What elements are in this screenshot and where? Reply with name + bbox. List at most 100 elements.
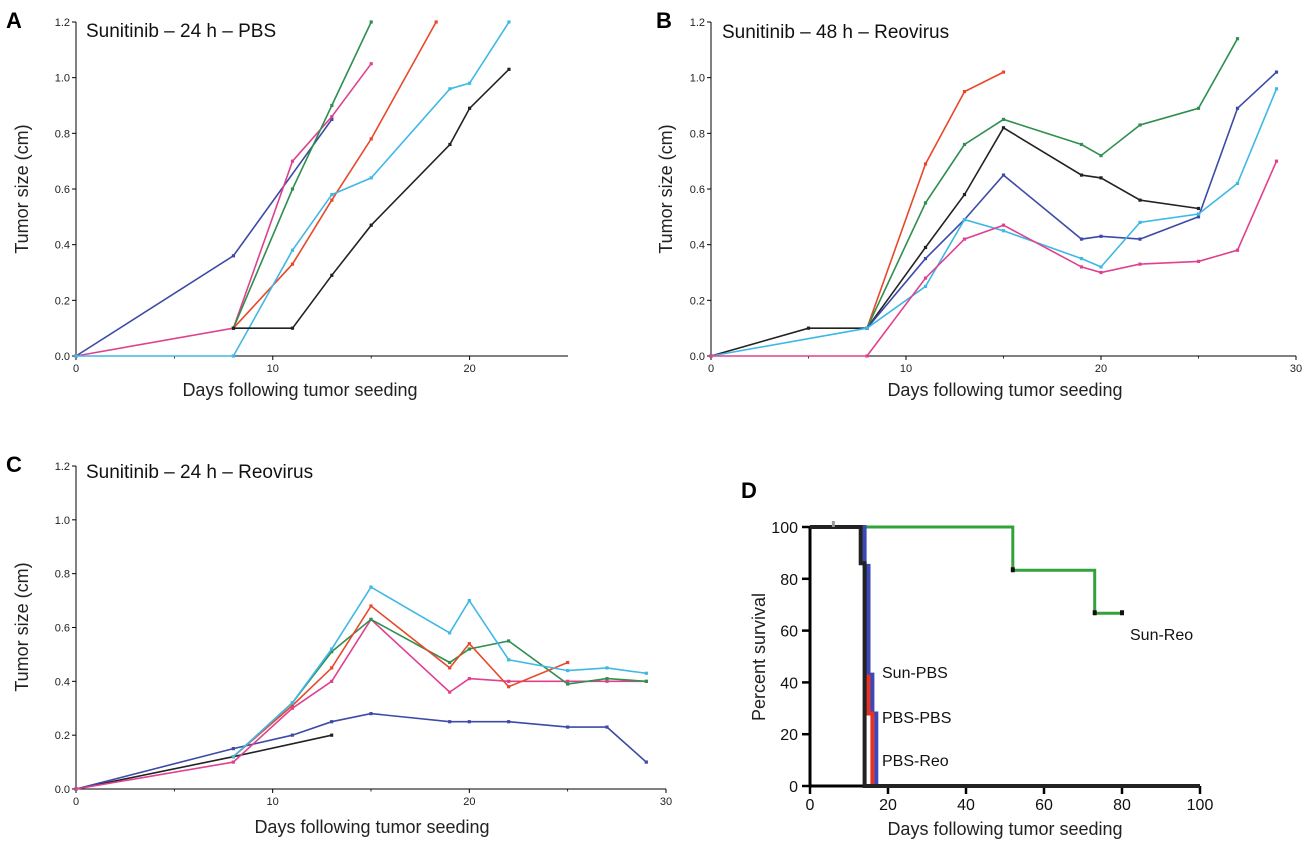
data-point-b	[1099, 176, 1103, 180]
data-point-b	[1099, 154, 1103, 158]
x-tick-label-a: 10	[267, 363, 279, 375]
series-label-sun-pbs: Sun-PBS	[882, 665, 948, 682]
data-point-a	[369, 137, 373, 141]
data-point-b	[1196, 212, 1201, 216]
data-point-a	[369, 20, 373, 24]
data-point-b	[1274, 159, 1279, 163]
data-point-b	[1001, 223, 1006, 227]
data-point-a	[290, 326, 295, 330]
series-line-c-black	[75, 734, 332, 790]
data-point-b	[1138, 123, 1142, 127]
y-tick-label-a: 1.2	[55, 17, 70, 29]
data-point-c	[448, 631, 452, 635]
data-point-c	[290, 706, 294, 710]
data-point-b	[923, 276, 928, 280]
y-tick-label-c: 0.6	[55, 623, 70, 635]
data-point-c	[566, 668, 570, 673]
series-line-d-sun-pbs	[810, 525, 1200, 788]
data-point-c	[566, 682, 570, 686]
data-point-b	[1001, 117, 1006, 122]
x-tick-label-c: 20	[463, 796, 475, 808]
data-point-b	[923, 201, 928, 205]
data-point-a	[290, 187, 295, 191]
data-point-c	[448, 720, 452, 724]
data-point-b	[1001, 173, 1006, 177]
x-axis-label-a: Days following tumor seeding	[182, 380, 417, 400]
data-point-b	[1235, 37, 1240, 41]
x-tick-label-b: 0	[708, 363, 714, 375]
chart-c: 0.0 0.2 0.4 0.6 0.8 1.0 1.2 0 10 20 30 Sunitinib – …	[12, 461, 672, 837]
data-point-b	[1196, 259, 1201, 263]
panel-a-letter: A	[6, 8, 22, 33]
y-tick-label-a: 0.2	[55, 295, 70, 307]
y-tick-label-a: 0.4	[55, 240, 70, 252]
data-point-a	[448, 87, 452, 91]
data-point-c	[448, 666, 452, 670]
y-tick-label-b: 0.0	[690, 351, 705, 363]
data-point-c	[369, 585, 373, 589]
data-point-b	[1196, 106, 1201, 110]
chart-title-b: Sunitinib – 48 h – Reovirus	[722, 22, 949, 43]
data-point-b	[865, 354, 869, 358]
data-point-c	[448, 660, 452, 665]
y-axis-label-a: Tumor size (cm)	[12, 124, 32, 253]
x-tick-label-b: 20	[1095, 363, 1107, 375]
series-line-a-green	[232, 21, 372, 329]
x-tick-label-b: 10	[900, 363, 912, 375]
data-point-c	[330, 679, 334, 683]
series-label-pbs-pbs: PBS-PBS	[882, 710, 951, 727]
series-line-b-green	[866, 38, 1239, 329]
data-point-c	[605, 666, 609, 670]
data-point-a	[330, 192, 334, 197]
data-point-b	[1079, 256, 1084, 261]
y-tick-label-b: 1.0	[690, 73, 705, 85]
series-line-b-cyan	[710, 88, 1278, 357]
data-point-c	[369, 604, 373, 608]
panel-b-letter: B	[656, 8, 672, 33]
data-point-c	[566, 660, 570, 665]
data-point-b	[1079, 173, 1084, 177]
y-tick-label-d: 60	[780, 624, 798, 641]
data-point-c	[448, 690, 452, 694]
data-point-b	[1138, 198, 1142, 202]
data-point-b	[1001, 126, 1006, 130]
data-point-a	[468, 81, 472, 85]
data-point-b	[962, 89, 967, 94]
data-point-b	[923, 162, 928, 166]
data-point-c	[467, 720, 471, 724]
x-axis-label-b: Days following tumor seeding	[887, 380, 1122, 400]
data-point-b	[1235, 248, 1240, 252]
y-tick-label-b: 0.8	[690, 128, 705, 140]
data-point-b	[1099, 265, 1103, 269]
series-label-pbs-reo: PBS-Reo	[882, 753, 949, 770]
data-point-c	[605, 677, 609, 681]
x-axis-label-c: Days following tumor seeding	[254, 817, 489, 837]
data-point-c	[231, 747, 235, 751]
y-tick-label-c: 0.0	[55, 784, 70, 796]
censor-mark-d	[1120, 610, 1124, 616]
x-tick-label-a: 20	[463, 363, 475, 375]
x-tick-label-d: 40	[957, 797, 975, 814]
data-point-c	[369, 617, 373, 622]
x-tick-label-d: 80	[1113, 797, 1131, 814]
y-tick-label-b: 0.4	[690, 240, 705, 252]
data-point-c	[507, 658, 511, 662]
series-line-b-magenta	[711, 160, 1278, 357]
series-line-a-magenta	[75, 63, 372, 357]
x-tick-label-a: 0	[73, 363, 79, 375]
data-point-c	[290, 703, 294, 708]
panel-c-letter: C	[6, 452, 22, 477]
data-point-a	[330, 117, 334, 122]
data-point-c	[644, 679, 648, 683]
x-tick-label-d: 20	[879, 797, 897, 814]
y-tick-label-d: 100	[771, 520, 798, 537]
data-point-c	[74, 787, 78, 791]
data-point-b	[1001, 70, 1006, 74]
data-point-b	[962, 192, 967, 197]
data-point-a	[231, 326, 236, 330]
x-tick-label-c: 0	[73, 796, 79, 808]
x-tick-label-c: 30	[660, 796, 672, 808]
series-line-a-cyan	[76, 21, 510, 357]
data-point-a	[507, 20, 511, 24]
data-point-a	[330, 103, 334, 108]
